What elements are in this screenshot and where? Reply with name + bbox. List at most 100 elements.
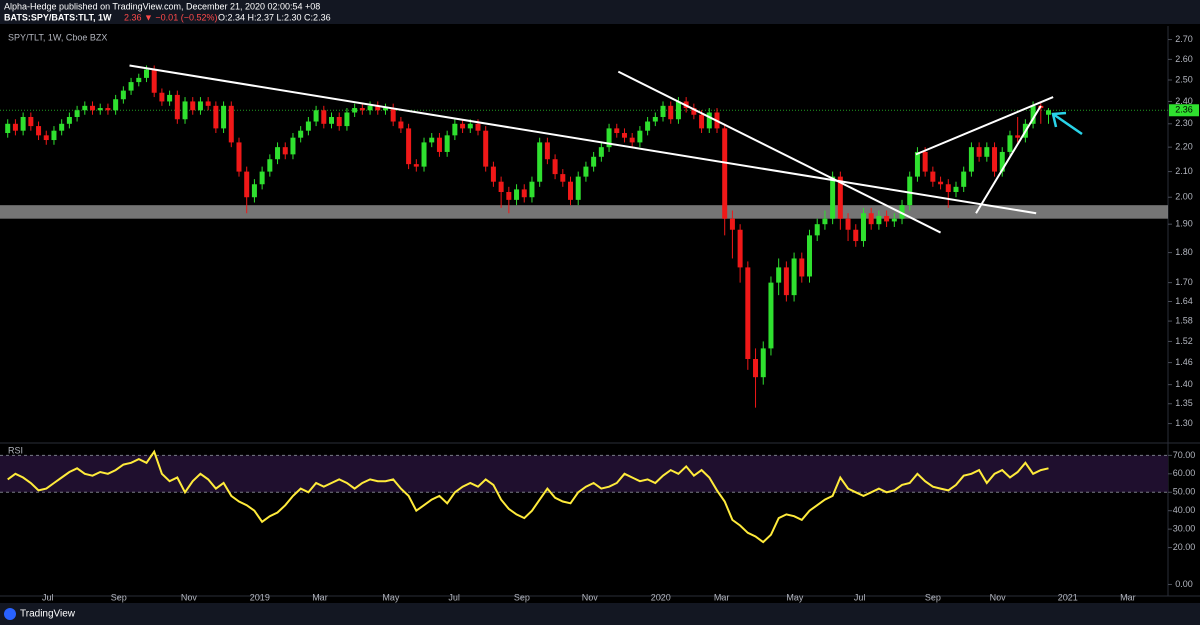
y-tick-label: 2.40 (1175, 96, 1193, 106)
candle-body (814, 224, 820, 236)
footer-bar (0, 603, 1200, 625)
candle-body (490, 166, 496, 182)
y-tick-label: 2.70 (1175, 34, 1193, 44)
candle-body (413, 164, 419, 167)
y-tick-label: 2.60 (1175, 54, 1193, 64)
candle-body (560, 174, 566, 182)
candle-body (236, 142, 242, 172)
candle-body (753, 359, 759, 378)
y-tick-label: 1.58 (1175, 315, 1193, 325)
candle-body (1007, 135, 1013, 152)
candle-body (382, 108, 388, 111)
candle-body (105, 108, 111, 111)
candle-body (359, 108, 365, 111)
candle-body (660, 105, 666, 117)
candle-body (945, 184, 951, 193)
candle-body (244, 171, 250, 198)
candle-body (74, 110, 80, 117)
candle-body (629, 137, 635, 143)
header-bar (0, 0, 1200, 24)
symbol: BATS:SPY/BATS:TLT, 1W (4, 12, 112, 22)
candle-body (43, 135, 49, 141)
candle-body (537, 142, 543, 182)
publisher: Alpha-Hedge published on TradingView.com… (4, 1, 320, 11)
rsi-tick-label: 20.00 (1173, 542, 1196, 552)
candle-body (136, 77, 142, 83)
candle-body (907, 176, 913, 206)
candle-body (830, 176, 836, 219)
plot-area (0, 64, 1168, 544)
x-tick-label: Jul (854, 592, 866, 602)
candle-body (251, 184, 257, 198)
last-price-label: 2.36 (1175, 105, 1193, 115)
candle-body (783, 267, 789, 296)
candle-body (1046, 110, 1052, 115)
x-tick-label: Sep (514, 592, 530, 602)
candle-body (36, 126, 42, 136)
candle-body (999, 151, 1005, 172)
candle-body (544, 142, 550, 160)
y-tick-label: 1.70 (1175, 277, 1193, 287)
candle-body (305, 121, 311, 131)
candle-body (228, 105, 234, 143)
candle-body (575, 176, 581, 200)
candle-body (298, 130, 304, 138)
candle-body (475, 123, 481, 131)
candle-body (568, 181, 574, 200)
candle-body (606, 128, 612, 148)
candle-body (899, 205, 905, 219)
x-tick-label: Mar (312, 592, 328, 602)
candle-body (421, 142, 427, 167)
x-tick-label: Jul (448, 592, 460, 602)
candle-body (213, 105, 219, 129)
candle-body (583, 166, 589, 177)
rsi-tick-label: 70.00 (1173, 450, 1196, 460)
candle-body (745, 267, 751, 360)
candle-body (668, 105, 674, 120)
x-tick-label: Nov (582, 592, 599, 602)
candle-body (182, 101, 188, 120)
candle-body (197, 101, 203, 111)
candle-body (837, 176, 843, 219)
price-change: 2.36 ▼ −0.01 (−0.52%) (124, 12, 217, 22)
rsi-tick-label: 60.00 (1173, 468, 1196, 478)
y-tick-label: 1.52 (1175, 336, 1193, 346)
candle-body (976, 147, 982, 157)
x-tick-label: Sep (925, 592, 941, 602)
candle-body (791, 258, 797, 296)
candle-body (914, 151, 920, 177)
candle-body (799, 258, 805, 277)
y-tick-label: 1.90 (1175, 219, 1193, 229)
trendline (617, 70, 942, 234)
cyan-arrow (1051, 111, 1083, 136)
x-tick-label: 2021 (1058, 592, 1078, 602)
candle-body (452, 123, 458, 136)
candle-body (760, 348, 766, 378)
candle-body (514, 189, 520, 200)
candle-body (28, 116, 34, 127)
candle-body (938, 181, 944, 185)
candle-body (159, 92, 165, 102)
candle-body (59, 123, 65, 131)
candle-body (275, 147, 281, 160)
candle-body (922, 151, 928, 172)
candle-body (884, 215, 890, 222)
candle-body (336, 116, 342, 127)
candle-body (483, 130, 489, 167)
rsi-label: RSI (8, 445, 23, 455)
candle-body (97, 108, 103, 111)
candle-body (868, 213, 874, 225)
candle-body (968, 147, 974, 172)
candle-body (1030, 105, 1036, 124)
candle-body (20, 116, 26, 131)
candle-body (691, 108, 697, 115)
candle-body (375, 105, 381, 111)
x-tick-label: Nov (181, 592, 198, 602)
candle-body (675, 101, 681, 120)
candle-body (876, 215, 882, 225)
candle-body (205, 101, 211, 106)
candle-body (984, 147, 990, 157)
candle-body (961, 171, 967, 187)
candle-body (12, 123, 18, 131)
candle-body (344, 112, 350, 127)
